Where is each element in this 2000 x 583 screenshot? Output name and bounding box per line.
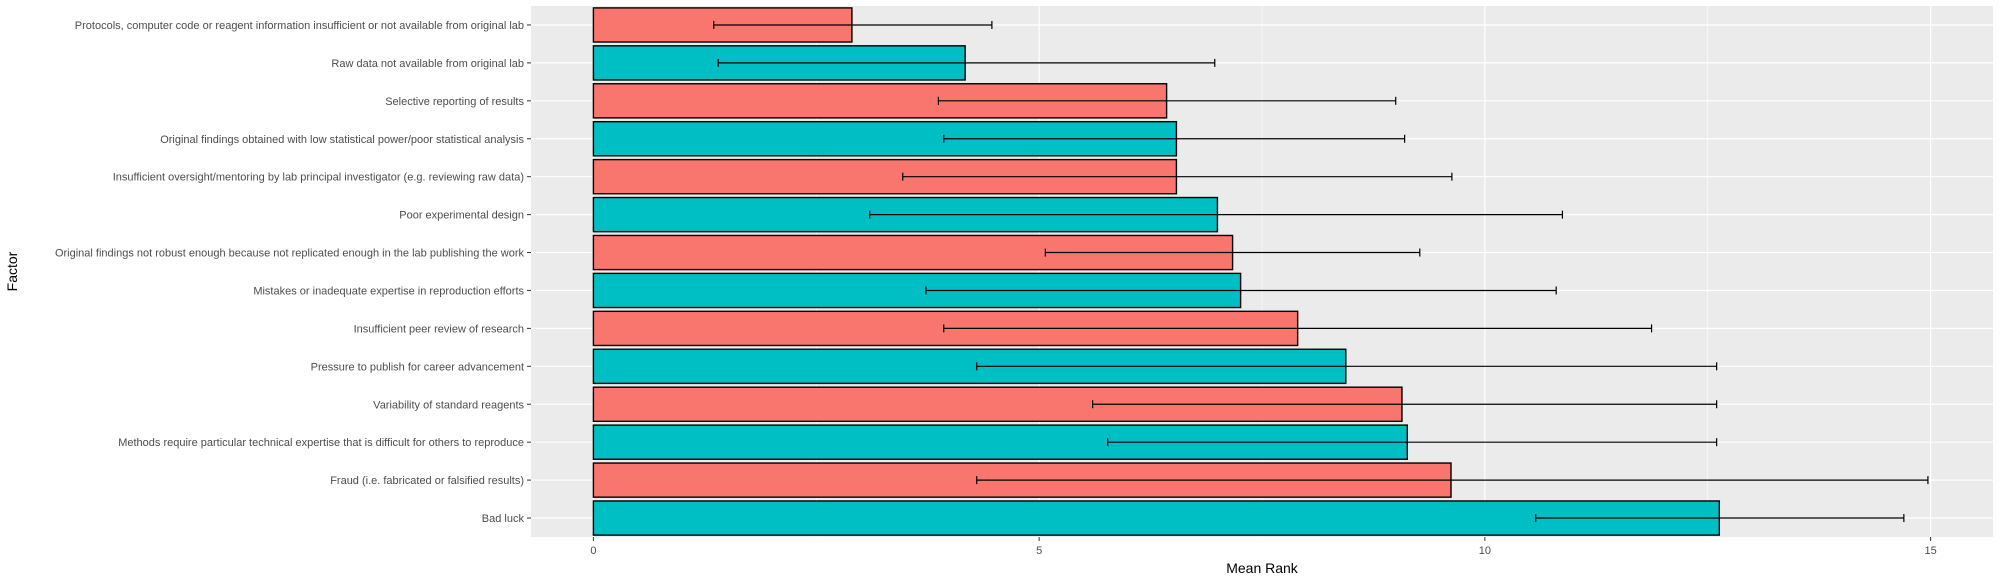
y-tick-label: Original findings not robust enough beca…: [55, 248, 525, 260]
y-tick-label: Fraud (i.e. fabricated or falsified resu…: [330, 475, 524, 487]
y-tick-label: Bad luck: [482, 513, 525, 525]
y-tick-label: Variability of standard reagents: [373, 399, 524, 411]
y-tick-label: Protocols, computer code or reagent info…: [75, 20, 524, 32]
x-tick-label: 5: [1036, 545, 1042, 557]
y-tick-label: Methods require particular technical exp…: [118, 437, 524, 449]
y-tick-label: Insufficient peer review of research: [354, 323, 524, 335]
x-tick-label: 10: [1479, 545, 1491, 557]
x-tick-label: 0: [590, 545, 596, 557]
x-axis: 0 5 10 15: [590, 537, 1937, 557]
y-axis: Protocols, computer code or reagent info…: [55, 20, 531, 525]
x-tick-label: 15: [1924, 545, 1936, 557]
y-tick-label: Raw data not available from original lab: [331, 58, 524, 70]
bar: [592, 500, 1721, 536]
error-bar-layer: [713, 20, 1929, 523]
y-tick-label: Poor experimental design: [399, 210, 524, 222]
y-axis-title: Factor: [4, 251, 20, 291]
x-axis-title: Mean Rank: [1226, 560, 1299, 576]
y-tick-label: Pressure to publish for career advanceme…: [311, 361, 524, 373]
y-tick-label: Mistakes or inadequate expertise in repr…: [253, 285, 524, 297]
y-tick-label: Selective reporting of results: [385, 96, 524, 108]
y-tick-label: Original findings obtained with low stat…: [160, 134, 524, 146]
y-tick-label: Insufficient oversight/mentoring by lab …: [113, 172, 524, 184]
